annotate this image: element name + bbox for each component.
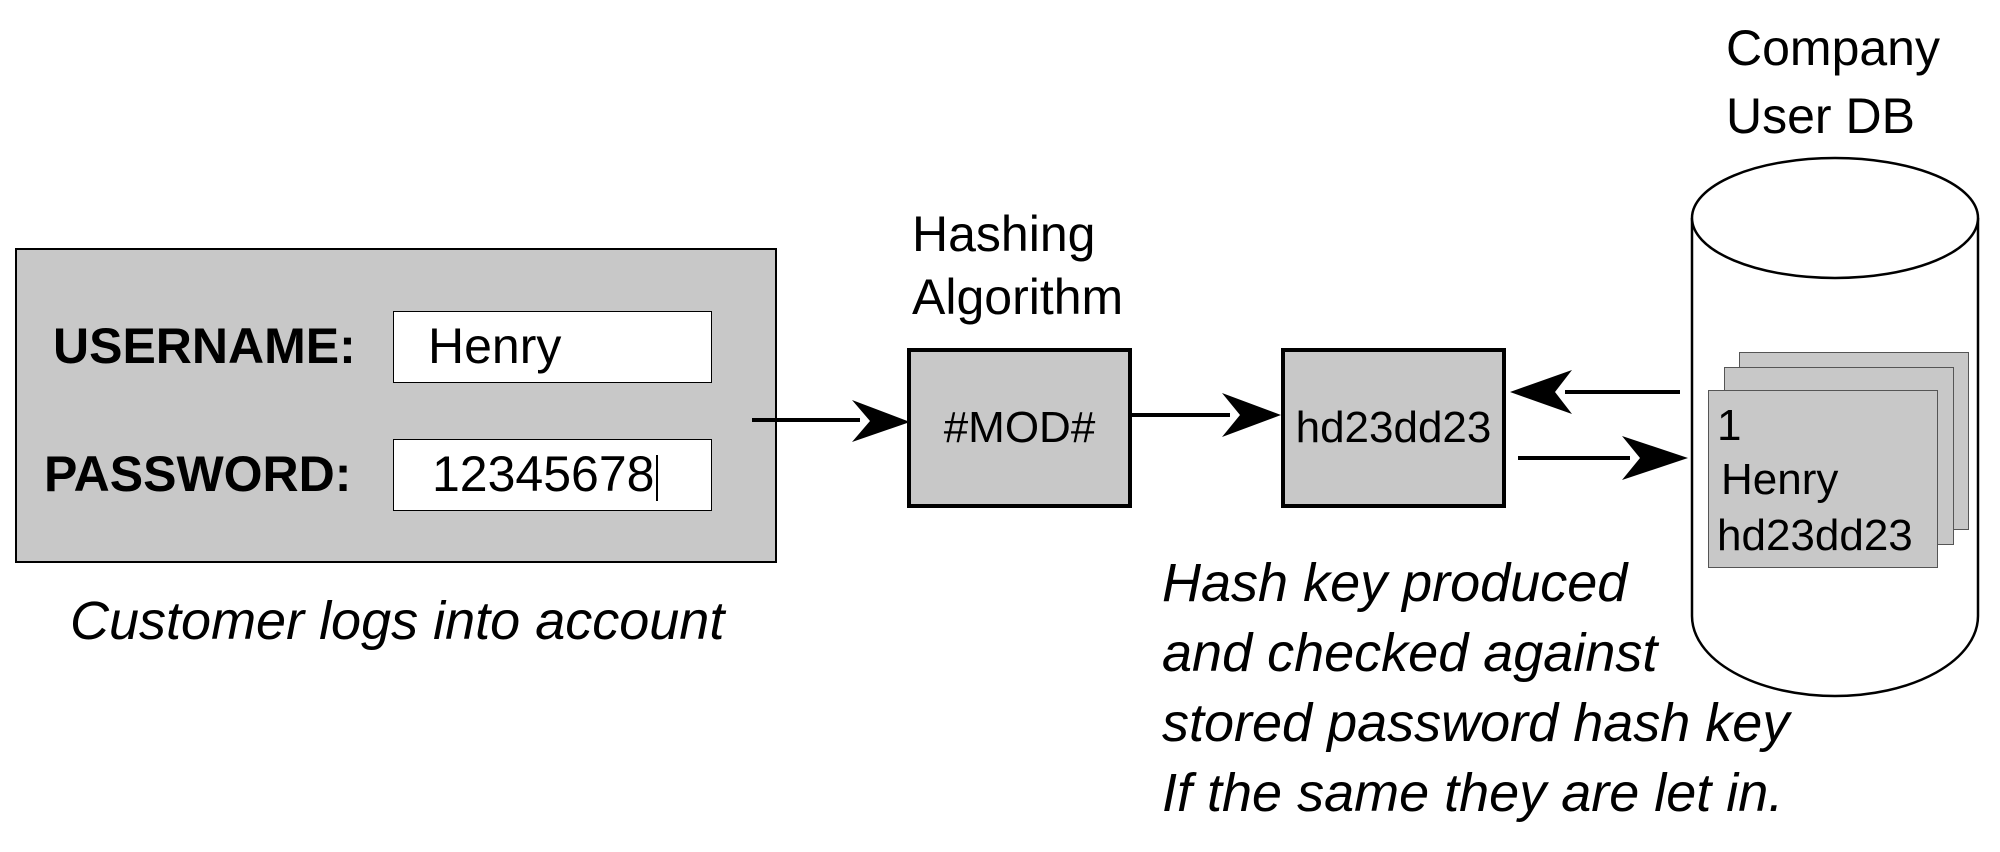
hash-check-note: Hash key produced and checked against st… [1162,548,1789,828]
hashing-box-label: #MOD# [943,403,1096,452]
password-value: 12345678 [432,446,655,502]
record-card-front [1708,390,1938,568]
note-line: stored password hash key [1162,693,1790,753]
login-caption: Customer logs into account [70,591,725,651]
database-title-line1: Company [1726,20,1940,76]
username-value: Henry [428,318,562,374]
record-name: Henry [1721,455,1839,504]
arrow-left-icon [1510,370,1680,414]
username-field[interactable]: Henry [393,311,712,383]
arrow-right-icon [752,400,910,442]
hash-output-value: hd23dd23 [1295,403,1492,452]
hashing-title-line1: Hashing [912,206,1096,262]
text-cursor [656,454,659,501]
database-title-line2: User DB [1726,88,1915,144]
record-id: 1 [1717,401,1742,450]
hashing-title-line2: Algorithm [912,269,1124,325]
username-label: USERNAME: [53,318,356,374]
record-hash: hd23dd23 [1717,511,1913,560]
arrow-right-icon [1518,436,1688,480]
arrow-right-icon [1132,393,1281,437]
note-line: and checked against [1162,623,1658,683]
hash-output-box: hd23dd23 [1281,348,1506,508]
note-line: If the same they are let in. [1162,763,1784,823]
password-field[interactable]: 12345678 [393,439,712,511]
password-label: PASSWORD: [44,446,352,502]
note-line: Hash key produced [1162,553,1628,613]
hashing-algorithm-box: #MOD# [907,348,1132,508]
